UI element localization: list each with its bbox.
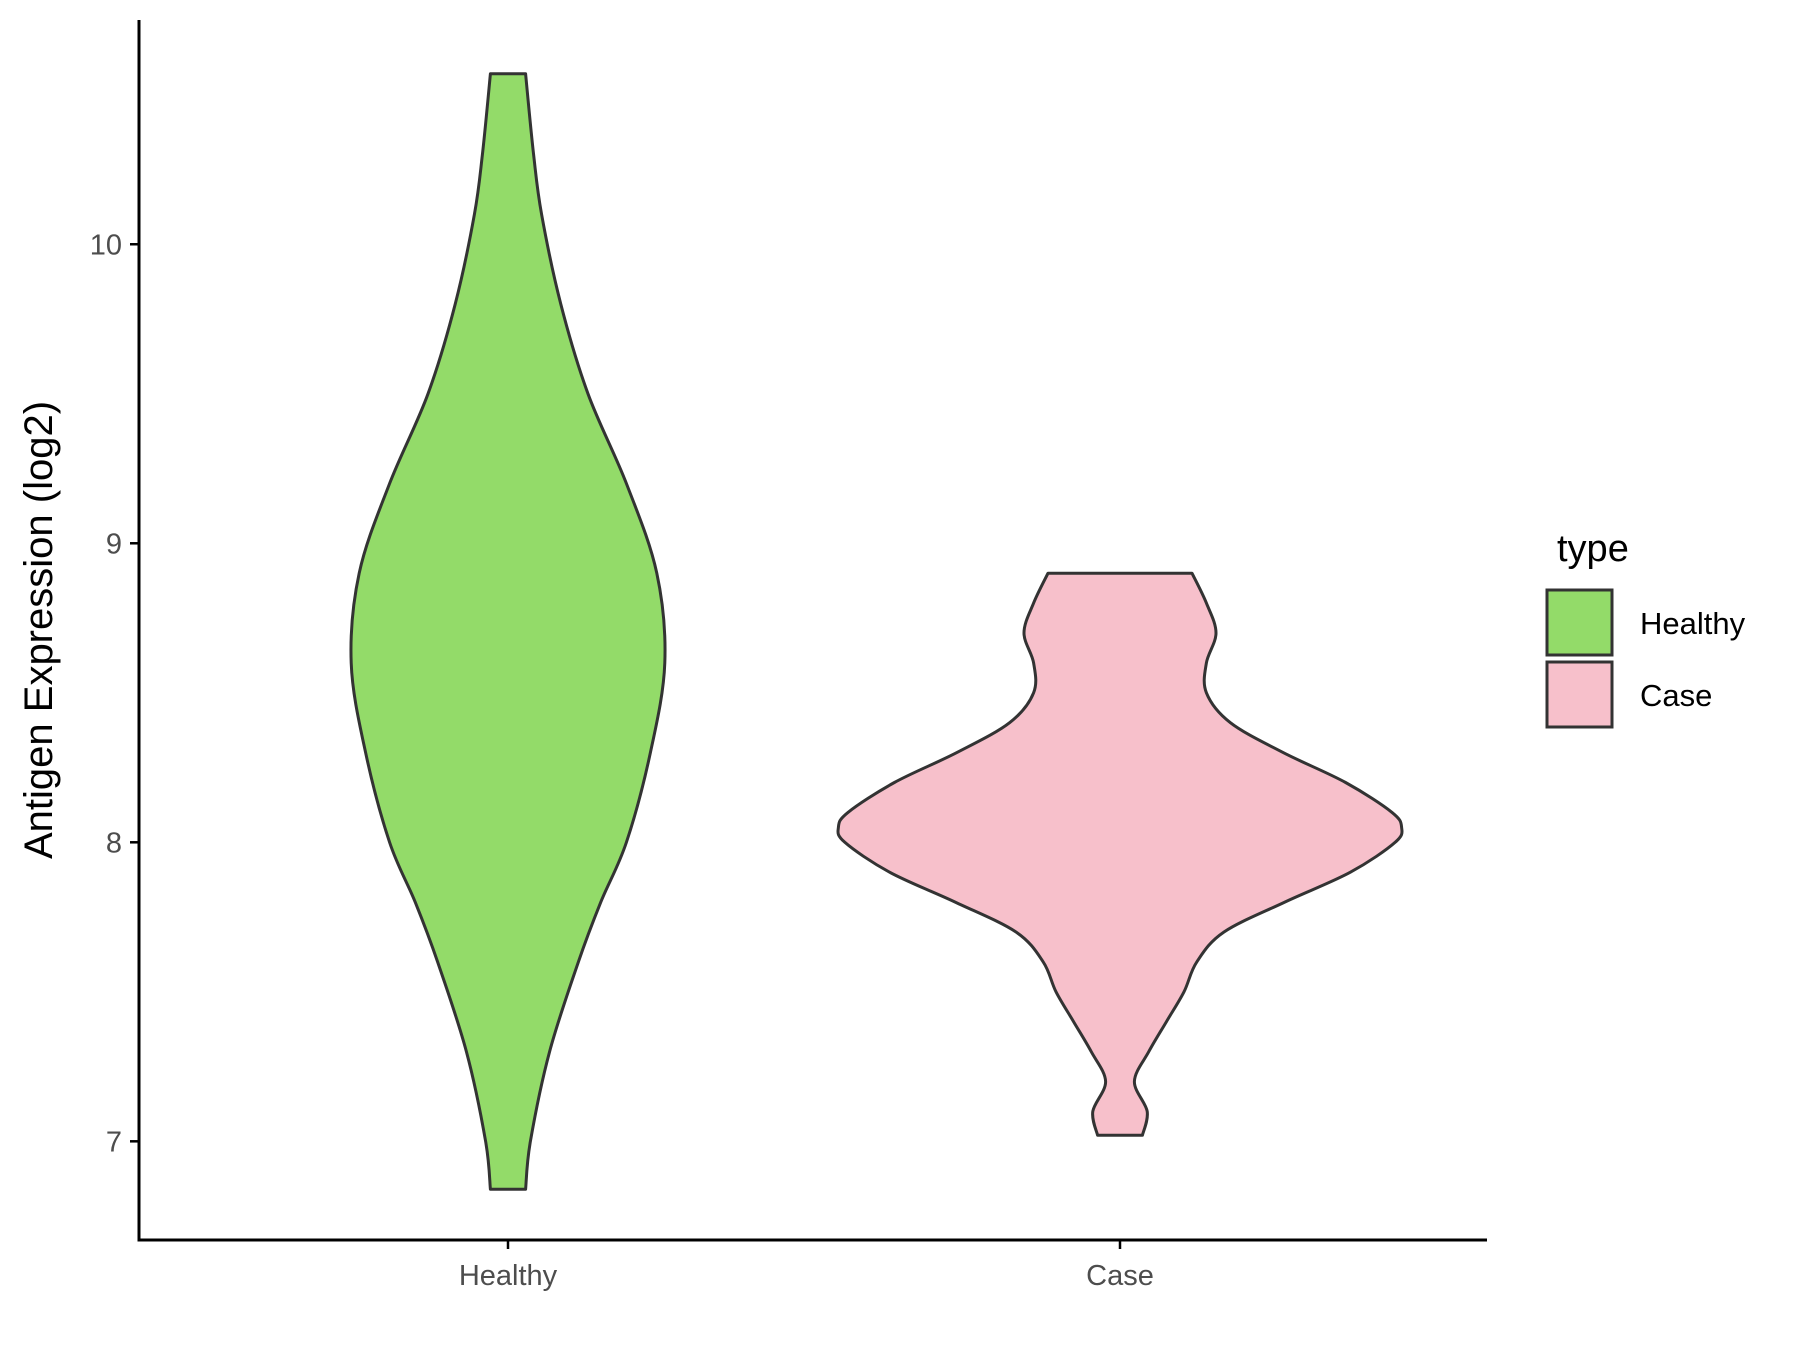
violin-case [836,571,1404,1137]
legend-label-healthy: Healthy [1640,606,1746,641]
y-tick-label: 7 [106,1126,122,1158]
violin-healthy [349,72,667,1191]
legend-label-case: Case [1640,678,1712,713]
y-axis-title: Antigen Expression (log2) [17,401,61,859]
y-tick-label: 9 [106,528,122,560]
legend-key-case [1545,660,1614,729]
x-tick-label: Healthy [459,1260,558,1292]
y-tick-label: 10 [90,229,122,261]
legend: type Healthy Case [1545,528,1746,729]
legend-key-healthy [1545,588,1614,657]
y-tick-label: 8 [106,827,122,859]
axes: 7 8 9 10 Healthy Case [90,20,1487,1292]
legend-title: type [1557,528,1629,570]
x-tick-label: Case [1086,1260,1154,1292]
plot-area [349,72,1404,1191]
